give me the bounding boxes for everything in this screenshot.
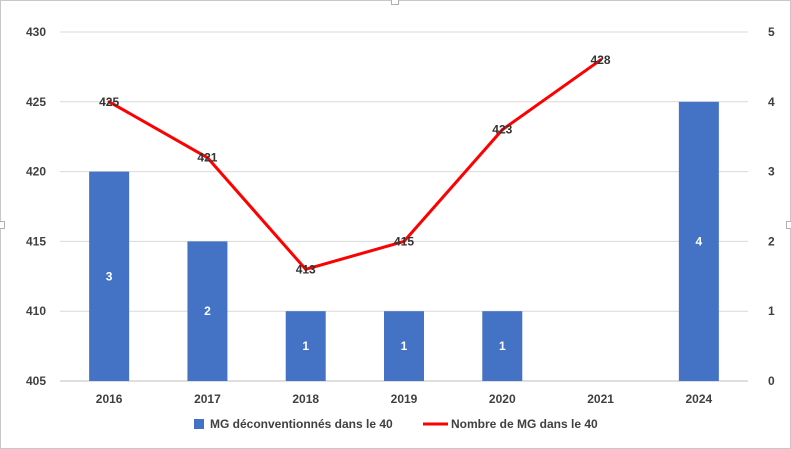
legend-bar-swatch xyxy=(194,419,204,429)
x-tick-label: 2017 xyxy=(194,392,221,406)
bar-data-label: 1 xyxy=(401,339,408,353)
y-right-tick-label: 5 xyxy=(768,25,775,39)
line-data-label: 423 xyxy=(492,123,512,137)
line-path xyxy=(108,58,602,271)
y-axis-left: 405 410 415 420 425 430 xyxy=(26,25,46,388)
line-data-label: 428 xyxy=(591,53,611,67)
y-right-tick-label: 4 xyxy=(768,95,775,109)
bar xyxy=(89,171,130,381)
x-tick-label: 2024 xyxy=(686,392,713,406)
bar xyxy=(678,101,719,382)
y-left-tick-label: 420 xyxy=(26,165,46,179)
line-point xyxy=(304,267,308,271)
y-right-tick-label: 0 xyxy=(768,374,775,388)
bar xyxy=(482,311,523,381)
x-tick-label: 2020 xyxy=(489,392,516,406)
line-point xyxy=(402,239,406,243)
legend[interactable]: MG déconventionnés dans le 40 Nombre de M… xyxy=(194,417,598,431)
bar-data-label: 4 xyxy=(696,234,703,248)
line-series: 425 421 413 415 423 428 xyxy=(99,53,611,276)
y-left-tick-label: 410 xyxy=(26,304,46,318)
x-tick-label: 2019 xyxy=(391,392,418,406)
line-data-label: 425 xyxy=(99,95,119,109)
y-axis-right: 0 1 2 3 4 5 xyxy=(768,25,775,388)
bar-data-label: 3 xyxy=(106,269,113,283)
line-point xyxy=(107,100,111,104)
bar-data-label: 1 xyxy=(302,339,309,353)
y-right-tick-label: 1 xyxy=(768,304,775,318)
bar xyxy=(187,241,228,381)
y-right-tick-label: 3 xyxy=(768,165,775,179)
x-tick-label: 2018 xyxy=(292,392,319,406)
y-left-tick-label: 425 xyxy=(26,95,46,109)
x-tick-label: 2021 xyxy=(587,392,614,406)
bar xyxy=(384,311,424,381)
y-right-tick-label: 2 xyxy=(768,234,775,248)
line-point xyxy=(205,156,209,160)
resize-handle-right[interactable] xyxy=(786,221,791,229)
x-tick-label: 2016 xyxy=(96,392,123,406)
line-point xyxy=(500,128,504,132)
line-data-label: 421 xyxy=(197,151,217,165)
y-left-tick-label: 405 xyxy=(26,374,46,388)
y-left-tick-label: 430 xyxy=(26,25,46,39)
resize-handle-top[interactable] xyxy=(391,0,399,5)
bar xyxy=(285,311,326,381)
y-left-tick-label: 415 xyxy=(26,234,46,248)
gridlines xyxy=(60,31,748,382)
line-data-label: 415 xyxy=(394,234,414,248)
legend-line-label: Nombre de MG dans le 40 xyxy=(451,417,598,431)
legend-bar-label: MG déconventionnés dans le 40 xyxy=(210,417,393,431)
bar-series: 3 2 1 1 1 4 xyxy=(89,101,719,382)
bar-data-label: 2 xyxy=(204,304,211,318)
resize-handle-left[interactable] xyxy=(0,221,5,229)
line-data-label: 413 xyxy=(296,262,316,276)
line-point xyxy=(599,58,603,62)
bar-data-label: 1 xyxy=(499,339,506,353)
x-axis: 2016 2017 2018 2019 2020 2021 2024 xyxy=(96,392,713,406)
